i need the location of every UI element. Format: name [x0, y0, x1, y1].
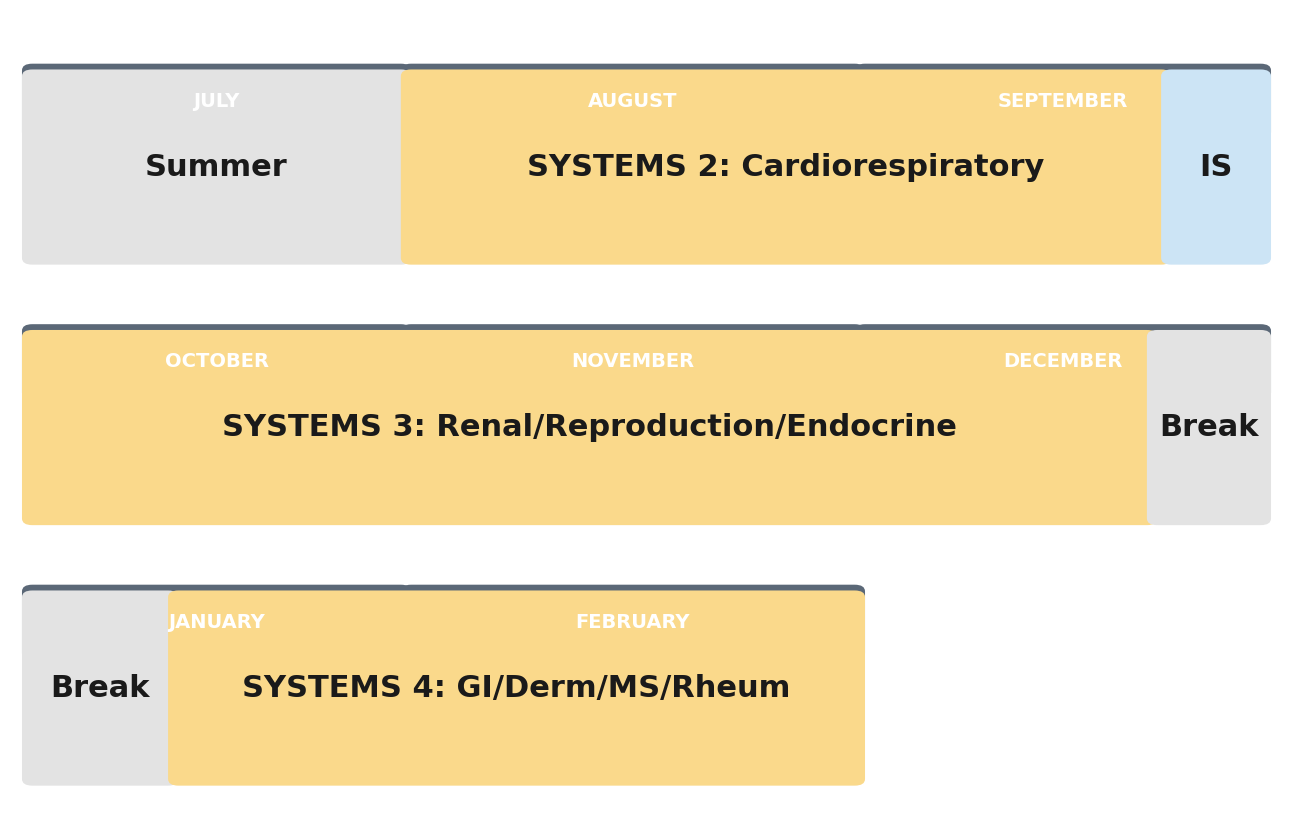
- FancyBboxPatch shape: [22, 324, 411, 399]
- FancyBboxPatch shape: [855, 64, 1271, 139]
- FancyBboxPatch shape: [22, 590, 178, 786]
- FancyBboxPatch shape: [401, 324, 865, 399]
- Text: Break: Break: [1160, 413, 1258, 442]
- Text: SYSTEMS 3: Renal/Reproduction/Endocrine: SYSTEMS 3: Renal/Reproduction/Endocrine: [222, 413, 957, 442]
- FancyBboxPatch shape: [855, 324, 1271, 399]
- FancyBboxPatch shape: [401, 64, 865, 139]
- Text: SYSTEMS 4: GI/Derm/MS/Rheum: SYSTEMS 4: GI/Derm/MS/Rheum: [242, 673, 791, 703]
- FancyBboxPatch shape: [22, 69, 411, 265]
- Text: Summer: Summer: [145, 152, 288, 182]
- Text: Break: Break: [50, 673, 150, 703]
- FancyBboxPatch shape: [1147, 330, 1271, 525]
- Text: SYSTEMS 2: Cardiorespiratory: SYSTEMS 2: Cardiorespiratory: [528, 152, 1045, 182]
- Text: JULY: JULY: [194, 92, 239, 111]
- FancyBboxPatch shape: [401, 69, 1171, 265]
- Text: AUGUST: AUGUST: [588, 92, 678, 111]
- Text: IS: IS: [1200, 152, 1232, 182]
- FancyBboxPatch shape: [22, 585, 411, 660]
- Text: NOVEMBER: NOVEMBER: [572, 352, 694, 371]
- Text: DECEMBER: DECEMBER: [1003, 352, 1122, 371]
- Text: OCTOBER: OCTOBER: [164, 352, 269, 371]
- FancyBboxPatch shape: [22, 64, 411, 139]
- FancyBboxPatch shape: [22, 330, 1157, 525]
- Text: JANUARY: JANUARY: [168, 613, 265, 632]
- FancyBboxPatch shape: [401, 585, 865, 660]
- Text: SEPTEMBER: SEPTEMBER: [998, 92, 1127, 111]
- FancyBboxPatch shape: [168, 590, 865, 786]
- Text: FEBRUARY: FEBRUARY: [575, 613, 690, 632]
- FancyBboxPatch shape: [1161, 69, 1271, 265]
